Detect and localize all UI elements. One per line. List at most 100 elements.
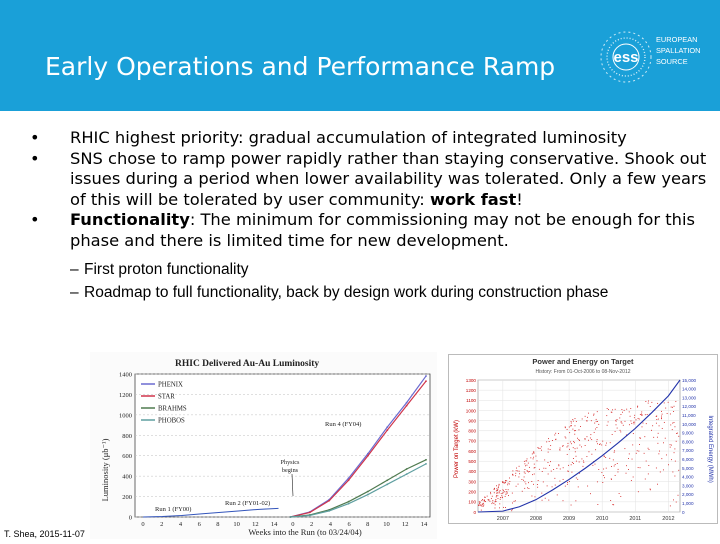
chart-2-power-point (628, 424, 630, 426)
chart-2-power-point (609, 442, 611, 444)
chart-2-y2tick: 15,000 (682, 378, 696, 383)
chart-2-power-point (564, 485, 566, 487)
chart-2-power-point (498, 486, 499, 488)
chart-2-power-point (524, 463, 526, 465)
chart-2-power-points (478, 400, 680, 512)
chart-2-power-point (586, 420, 588, 421)
chart-2-power-point (529, 471, 531, 472)
chart-2-power-point (515, 485, 517, 487)
chart-2-power-point (577, 437, 578, 439)
bullet-2-end: ! (516, 189, 523, 209)
chart-2-power-point (659, 450, 660, 452)
chart-2-power-point (556, 467, 558, 469)
chart-2-y2tick: 10,000 (682, 422, 696, 427)
chart-2-power-point (596, 439, 598, 441)
chart-2-power-point (483, 500, 485, 502)
chart-1-point (308, 511, 311, 514)
chart-2-power-point (671, 429, 673, 431)
chart-2-power-point (504, 491, 506, 493)
chart-2-power-point (631, 458, 633, 460)
chart-2-power-point (624, 420, 626, 422)
chart-2-power-point (482, 505, 484, 507)
chart-2-power-point (657, 402, 659, 404)
chart-2-power-point (547, 448, 549, 450)
chart-2-power-point (610, 500, 612, 501)
chart-1-point (367, 490, 369, 493)
chart-1-legend-label: STAR (158, 394, 175, 401)
chart-2-power-point (571, 461, 573, 463)
chart-2-power-point (601, 472, 603, 474)
chart-2-ytick: 0 (473, 510, 476, 515)
chart-2-power-point (658, 453, 660, 455)
chart-2-power-point (493, 492, 495, 494)
chart-2-xtick: 2008 (530, 516, 542, 522)
power-energy-chart: Power and Energy on Target History: From… (448, 354, 718, 524)
chart-2-power-point (610, 411, 612, 413)
bullet-2-text: SNS chose to ramp power rapidly rather t… (70, 148, 707, 209)
chart-2-power-point (511, 492, 513, 494)
chart-1-xtick: 14 (271, 521, 278, 528)
chart-2-power-point (503, 506, 505, 508)
chart-1-xtick: 4 (179, 521, 183, 528)
chart-2-power-point (674, 426, 676, 428)
chart-2-power-point (580, 446, 582, 448)
chart-2-power-point (523, 476, 525, 478)
chart-2-power-point (499, 507, 501, 509)
chart-2-power-point (641, 411, 643, 413)
chart-1-point (308, 514, 311, 517)
chart-2-power-point (517, 483, 519, 485)
chart-2-power-point (572, 458, 574, 459)
chart-2-power-point (614, 430, 616, 432)
chart-2-power-point (584, 445, 586, 446)
chart-2-power-point (502, 489, 504, 491)
chart-2-power-point (647, 402, 649, 404)
chart-1-ytick: 200 (122, 494, 132, 501)
chart-2-power-point (669, 446, 671, 448)
chart-2-power-point (502, 492, 504, 494)
chart-1-ytick: 400 (122, 474, 132, 481)
chart-2-power-point (479, 502, 481, 504)
chart-2-power-point (504, 495, 506, 497)
bullet-1-text: RHIC highest priority: gradual accumulat… (70, 128, 627, 147)
chart-2-power-point (492, 501, 494, 503)
chart-2-power-point (575, 421, 577, 422)
chart-2-power-point (620, 421, 622, 423)
chart-2-power-point (566, 428, 568, 430)
chart-2-power-point (570, 464, 572, 466)
chart-1-point (405, 473, 408, 475)
chart-2-power-point (632, 433, 634, 435)
chart-2-power-point (620, 431, 622, 433)
chart-2-power-point (493, 503, 495, 504)
chart-2-power-point (484, 496, 486, 498)
chart-2-power-point (601, 444, 603, 446)
chart-2-power-point (506, 492, 508, 494)
chart-2-power-point (492, 500, 494, 502)
chart-1-xtick: 4 (329, 521, 333, 528)
chart-2-power-point (495, 496, 497, 498)
chart-2-power-point (636, 450, 638, 452)
chart-1-point (386, 429, 389, 432)
chart-2-y2label: Integrated Energy (MWh) (707, 415, 713, 482)
chart-1-point (386, 426, 389, 429)
chart-1-xtick: 6 (198, 521, 202, 528)
chart-2-power-point (637, 417, 639, 419)
chart-2-power-point (617, 468, 619, 470)
chart-2-power-point (606, 424, 608, 426)
chart-2-ytick: 800 (468, 429, 476, 434)
footer-author: T. Shea, 2015-11-07 (4, 529, 85, 539)
chart-1-point (405, 404, 408, 407)
chart-2-power-point (655, 416, 657, 417)
chart-2-power-point (512, 470, 514, 472)
chart-2-power-point (516, 467, 517, 469)
chart-2-power-point (576, 447, 578, 449)
chart-2-power-point (622, 424, 624, 426)
chart-2-power-point (497, 487, 499, 489)
chart-2-power-point (501, 496, 503, 498)
chart-2-power-point (635, 419, 637, 421)
chart-2-power-point (481, 503, 483, 505)
chart-1-annotation: begins (282, 467, 299, 474)
chart-2-power-point (530, 457, 532, 459)
chart-2-power-point (572, 419, 574, 420)
chart-2-power-point (486, 495, 488, 497)
chart-2-power-point (651, 401, 653, 403)
